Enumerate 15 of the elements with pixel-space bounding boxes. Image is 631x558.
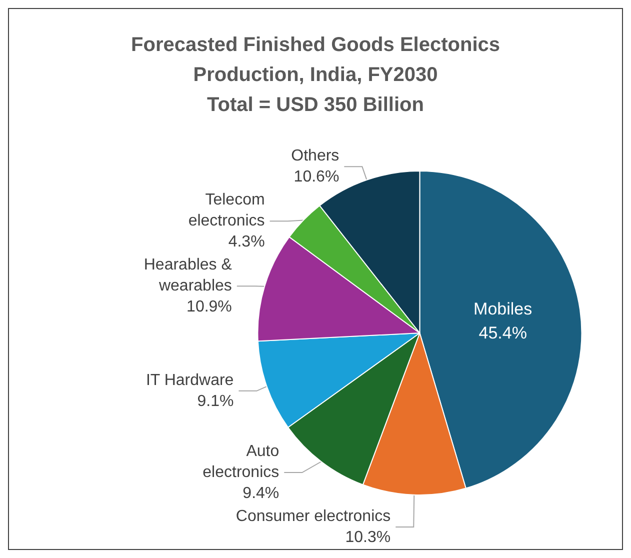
slice-label: Hearables & wearables bbox=[144, 256, 232, 295]
slice-label: Telecom electronics bbox=[188, 192, 265, 230]
slice-label: Auto electronics bbox=[202, 443, 280, 481]
slice-label: Consumer electronics bbox=[236, 508, 391, 525]
data-label: 9.1% bbox=[197, 392, 234, 410]
data-label: 10.3% bbox=[345, 529, 391, 546]
data-label: 4.3% bbox=[228, 234, 265, 251]
slice-label: Others bbox=[291, 148, 340, 165]
slice-label: Mobiles bbox=[474, 299, 532, 318]
data-label: 45.4% bbox=[478, 323, 527, 342]
slice-label: IT Hardware bbox=[146, 372, 234, 389]
chart-title: Forecasted Finished Goods Electonics Production, India, FY2030 Total = USD 350 Billion bbox=[131, 34, 500, 116]
data-label: 10.9% bbox=[186, 298, 232, 316]
data-label: 10.6% bbox=[294, 168, 340, 186]
data-label: 9.4% bbox=[242, 485, 280, 502]
